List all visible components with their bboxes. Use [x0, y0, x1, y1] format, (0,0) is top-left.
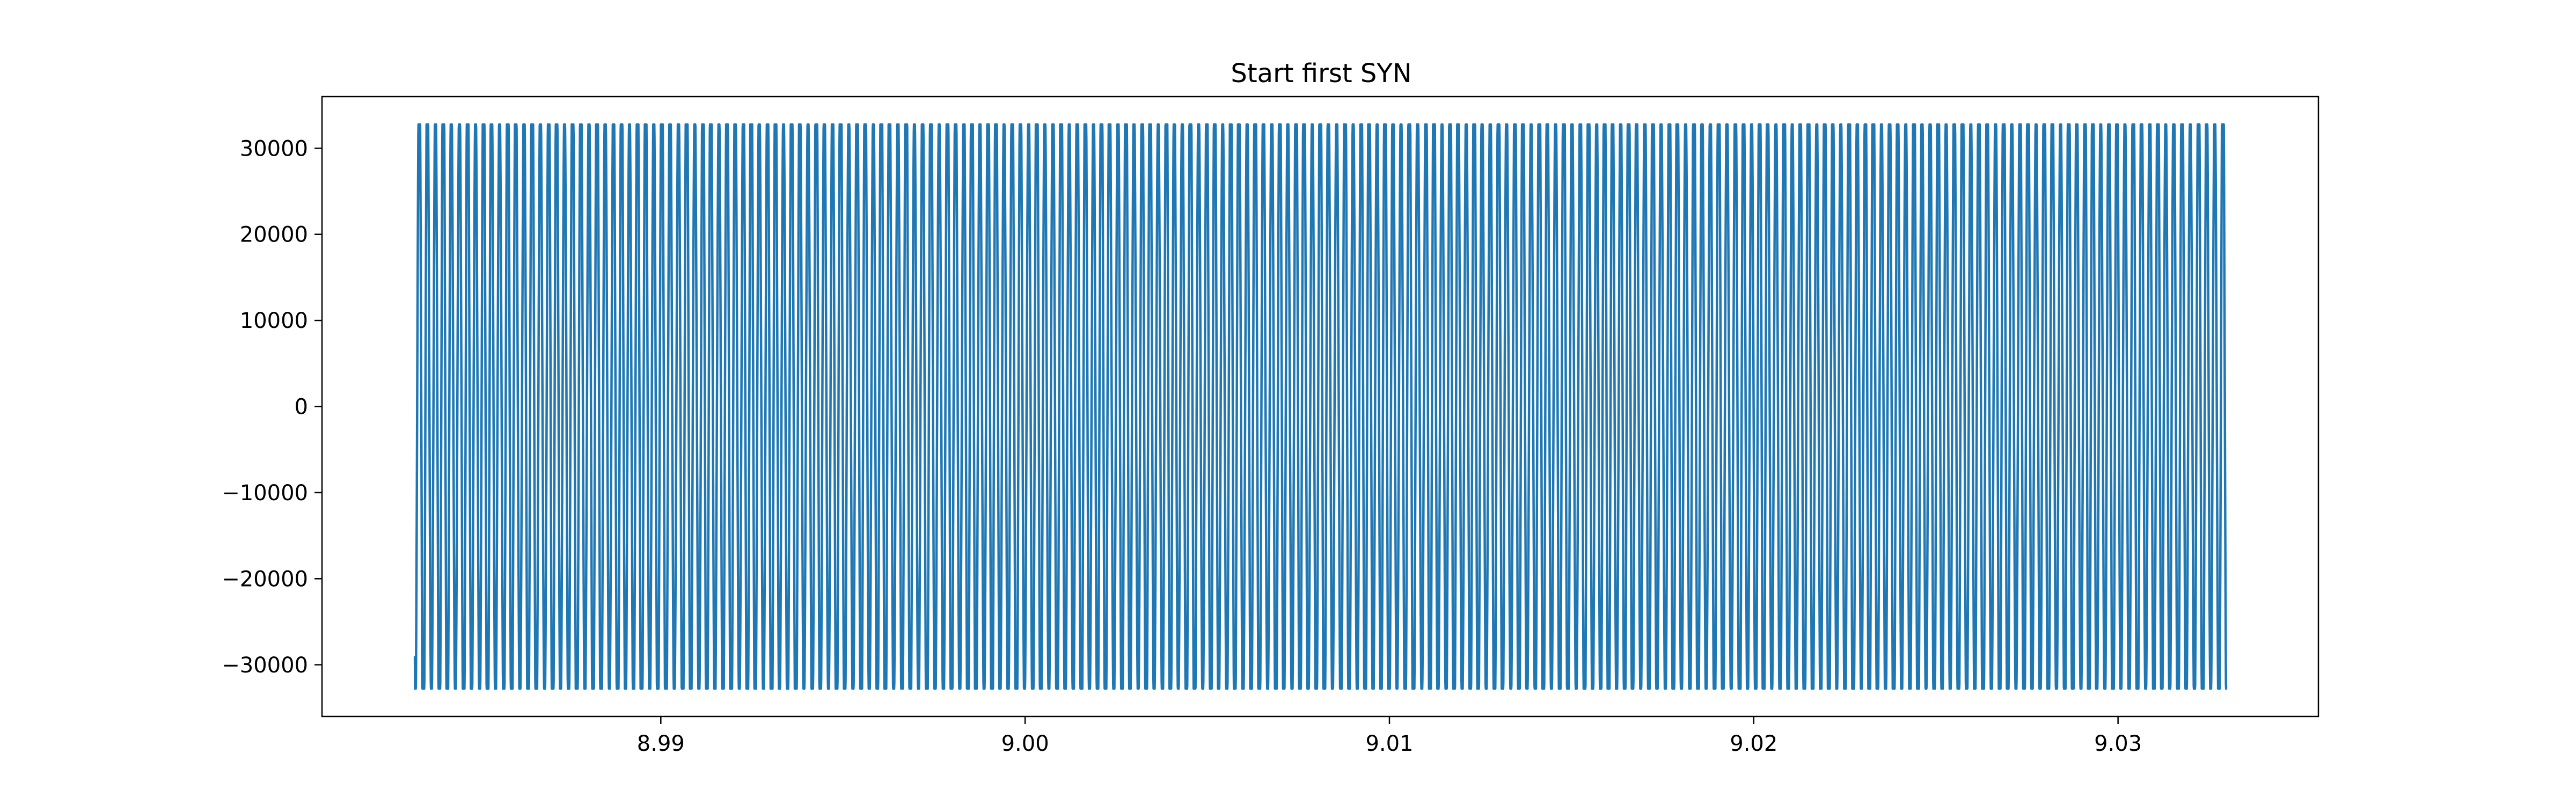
y-tick-label: 0: [295, 395, 308, 420]
x-tick-label: 9.01: [1365, 731, 1413, 756]
y-tick-label: −10000: [222, 481, 308, 506]
x-tick-label: 9.00: [1001, 731, 1049, 756]
y-tick-label: −30000: [222, 653, 308, 678]
y-tick-label: 30000: [240, 136, 308, 161]
series-line: [413, 123, 2228, 690]
x-tick-label: 9.03: [2094, 731, 2142, 756]
axes-frame: [321, 96, 2319, 718]
plot-area: [413, 123, 2228, 690]
chart-title: Start first SYN: [1231, 58, 1411, 89]
y-tick-label: 20000: [240, 223, 308, 247]
x-tick-label: 9.02: [1730, 731, 1777, 756]
x-axis: 8.99 9.00 9.01 9.02 9.03: [637, 716, 2142, 756]
y-tick-label: 10000: [240, 309, 308, 333]
y-axis: −30000 −20000 −10000 0 10000 20000 30000: [222, 136, 322, 678]
y-tick-label: −20000: [222, 567, 308, 591]
x-tick-label: 8.99: [637, 731, 685, 756]
